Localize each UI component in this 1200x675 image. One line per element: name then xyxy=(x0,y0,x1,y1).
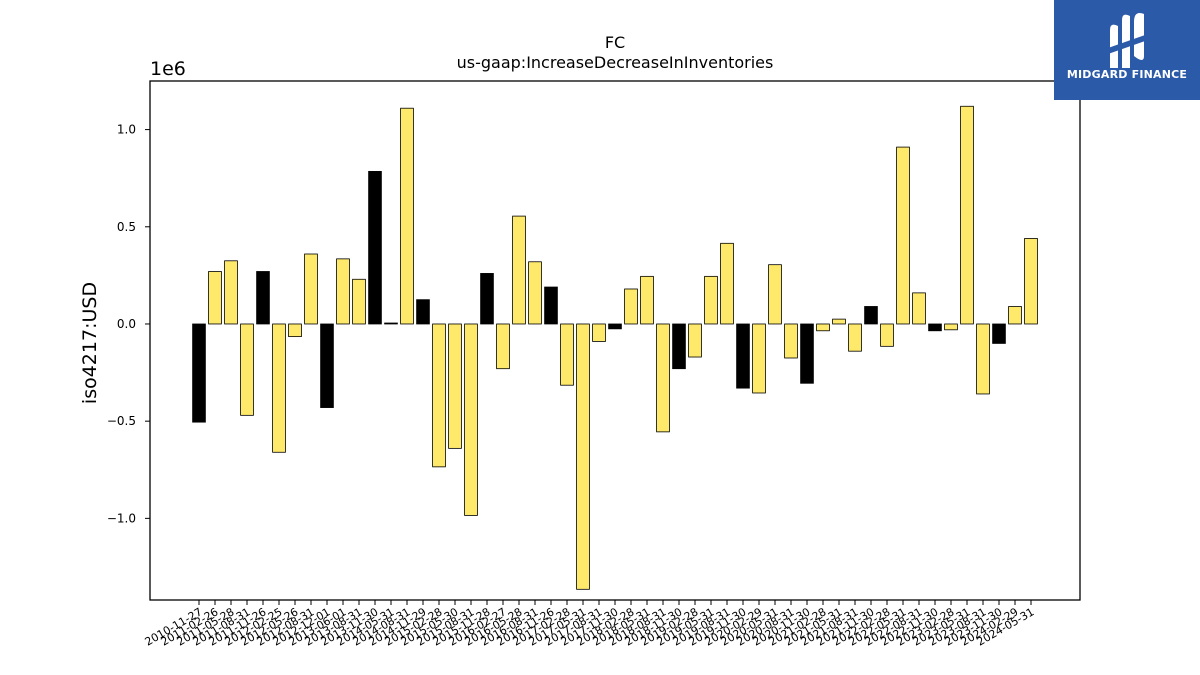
bar-2019-05-31 xyxy=(704,275,718,325)
y-axis: −1.0 −0.5 0.0 0.5 1.0 xyxy=(107,123,150,525)
midgard-logo-icon xyxy=(1108,13,1148,68)
bar-2011-08-31 xyxy=(240,323,254,416)
bar-2014-05-31 xyxy=(384,322,398,325)
chart-subtitle: us-gaap:IncreaseDecreaseInInventories xyxy=(457,53,774,72)
bar-2014-11-29 xyxy=(416,299,430,325)
bar-2016-02-27 xyxy=(496,323,510,370)
bar-2022-02-28 xyxy=(880,323,894,347)
bar-2022-08-31 xyxy=(912,292,926,325)
bar-2023-02-28 xyxy=(944,323,958,331)
y-tick-label: −1.0 xyxy=(107,511,136,525)
bar-2021-11-30 xyxy=(864,306,878,325)
bar-2015-08-31 xyxy=(464,323,478,516)
bar-2014-08-31 xyxy=(400,107,414,325)
bar-2024-05-31 xyxy=(1024,238,1038,325)
bar-2012-05-26 xyxy=(288,323,302,338)
bar-2011-05-28 xyxy=(224,260,238,325)
bar-2019-11-30 xyxy=(736,323,750,389)
bar-2015-11-28 xyxy=(480,273,494,325)
bar-2024-02-29 xyxy=(1008,306,1022,325)
bar-2012-02-25 xyxy=(272,323,286,453)
bar-2017-08-31 xyxy=(592,323,606,342)
y-tick-label: 0.5 xyxy=(117,220,136,234)
bar-2020-02-29 xyxy=(752,323,766,394)
bar-2023-08-31 xyxy=(976,323,990,395)
bar-2013-11-30 xyxy=(368,170,382,325)
bar-2022-11-30 xyxy=(928,323,942,332)
y-tick-label: 0.0 xyxy=(117,317,136,331)
bar-2016-08-31 xyxy=(528,261,542,325)
bar-2021-02-28 xyxy=(816,323,830,332)
bar-2021-05-31 xyxy=(832,318,846,325)
bar-2020-05-31 xyxy=(768,264,782,325)
bar-2018-11-30 xyxy=(672,323,686,370)
bar-2021-08-31 xyxy=(848,323,862,352)
x-axis: 2010-11-272011-02-262011-05-282011-08-31… xyxy=(143,600,1037,649)
bar-2017-11-30 xyxy=(608,323,622,330)
bars-group xyxy=(192,105,1038,590)
bar-2018-02-28 xyxy=(624,288,638,325)
bar-2022-05-31 xyxy=(896,146,910,325)
y-tick-label: −0.5 xyxy=(107,414,136,428)
bar-2011-02-26 xyxy=(208,271,222,325)
chart-title: FC xyxy=(605,33,625,52)
bar-2016-05-28 xyxy=(512,215,526,325)
bar-2010-11-27 xyxy=(192,323,206,423)
bar-2018-08-31 xyxy=(656,323,670,433)
bar-2023-05-31 xyxy=(960,105,974,325)
logo-text: MIDGARD FINANCE xyxy=(1066,68,1188,81)
bar-2018-05-31 xyxy=(640,275,654,325)
bar-2015-05-30 xyxy=(448,323,462,449)
bar-2015-02-28 xyxy=(432,323,446,468)
bar-2011-11-26 xyxy=(256,271,270,325)
bar-2023-11-30 xyxy=(992,323,1006,344)
y-tick-label: 1.0 xyxy=(117,123,136,137)
bar-2020-11-30 xyxy=(800,323,814,384)
bar-2013-06-01 xyxy=(336,258,350,325)
bar-2017-02-28 xyxy=(560,323,574,386)
bar-2017-05-31 xyxy=(576,323,590,590)
bar-2019-02-28 xyxy=(688,323,702,358)
bar-2016-11-26 xyxy=(544,286,558,325)
bar-2012-08-31 xyxy=(304,253,318,325)
plot-frame xyxy=(149,80,1081,601)
y-axis-label: iso4217:USD xyxy=(79,282,101,404)
y-scale-label: 1e6 xyxy=(150,58,186,80)
bar-2019-08-31 xyxy=(720,242,734,325)
bar-2012-12-01 xyxy=(320,323,334,408)
bar-2020-08-31 xyxy=(784,323,798,359)
brand-logo: MIDGARD FINANCE xyxy=(1054,0,1200,100)
bar-2013-08-31 xyxy=(352,278,366,325)
